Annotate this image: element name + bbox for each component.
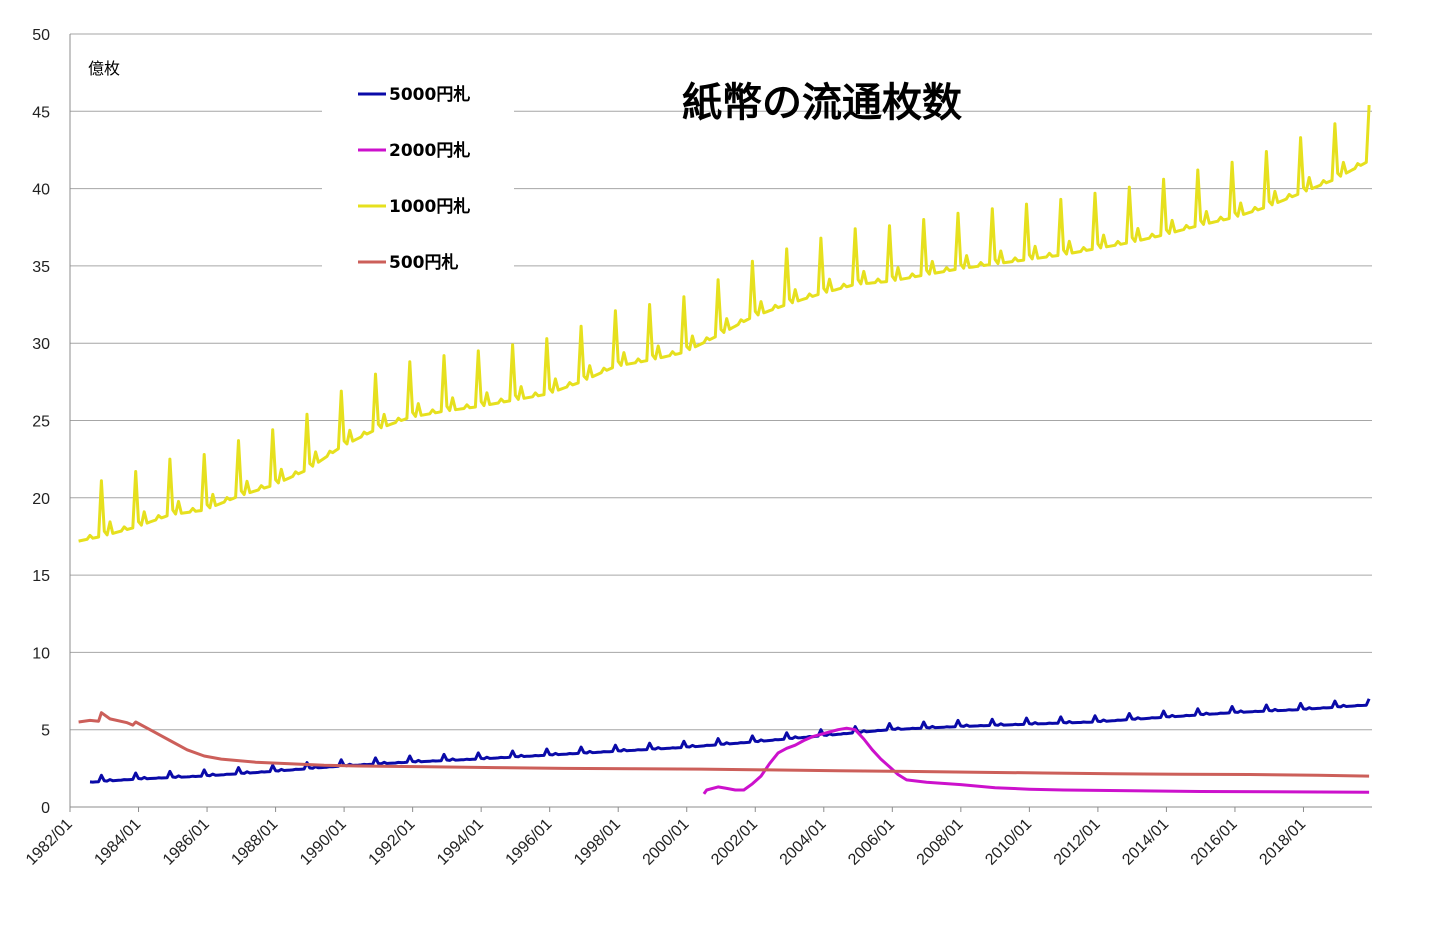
gridlines (70, 33, 1372, 808)
x-tick-label: 2018/01 (1256, 816, 1309, 869)
y-axis-unit-label: 億枚 (88, 59, 120, 78)
legend-label: 5000円札 (389, 84, 470, 105)
x-tick-label: 2010/01 (982, 816, 1035, 869)
y-tick-label: 20 (32, 491, 50, 508)
x-tick-label: 2000/01 (640, 816, 693, 869)
x-tick-label: 2002/01 (708, 816, 761, 869)
y-tick-label: 35 (32, 259, 50, 276)
x-tick-label: 2014/01 (1119, 816, 1172, 869)
series-line (78, 105, 1371, 543)
x-tick-label: 1988/01 (228, 816, 281, 869)
y-tick-label: 30 (32, 336, 50, 353)
legend-label: 1000円札 (389, 196, 470, 217)
y-axis-ticks: 0 5 10 15 20 25 30 35 40 45 50 (32, 27, 50, 817)
x-axis-ticks: 1982/01 1984/01 1986/01 1988/01 1990/01 1992/… (23, 807, 1309, 869)
legend-label: 2000円札 (389, 140, 470, 161)
chart-title: 紙幣の流通枚数 (682, 80, 962, 126)
plot-series (78, 105, 1371, 795)
y-tick-label: 50 (32, 27, 50, 44)
x-tick-label: 2004/01 (777, 816, 830, 869)
legend: 5000円札 2000円札 1000円札 500円札 (358, 84, 470, 273)
y-tick-label: 15 (32, 568, 50, 585)
x-tick-label: 1984/01 (91, 816, 144, 869)
series-line (78, 711, 1370, 778)
x-tick-label: 2008/01 (914, 816, 967, 869)
x-tick-label: 2006/01 (845, 816, 898, 869)
axes (69, 34, 1372, 808)
y-tick-label: 10 (32, 645, 50, 662)
x-tick-label: 1990/01 (297, 816, 350, 869)
series-line (89, 698, 1371, 784)
x-tick-label: 2016/01 (1188, 816, 1241, 869)
x-tick-label: 1992/01 (366, 816, 419, 869)
legend-label: 500円札 (389, 252, 459, 273)
y-tick-label: 45 (32, 104, 50, 121)
y-tick-label: 0 (41, 800, 50, 817)
x-tick-label: 1986/01 (160, 816, 213, 869)
x-tick-label: 1998/01 (571, 816, 624, 869)
series-line (702, 726, 1370, 795)
legend-background (322, 70, 514, 282)
x-tick-label: 1982/01 (23, 816, 76, 869)
y-tick-label: 25 (32, 414, 50, 431)
y-tick-label: 5 (41, 723, 50, 740)
x-tick-label: 1994/01 (434, 816, 487, 869)
x-tick-label: 1996/01 (503, 816, 556, 869)
y-tick-label: 40 (32, 182, 50, 199)
x-tick-label: 2012/01 (1051, 816, 1104, 869)
